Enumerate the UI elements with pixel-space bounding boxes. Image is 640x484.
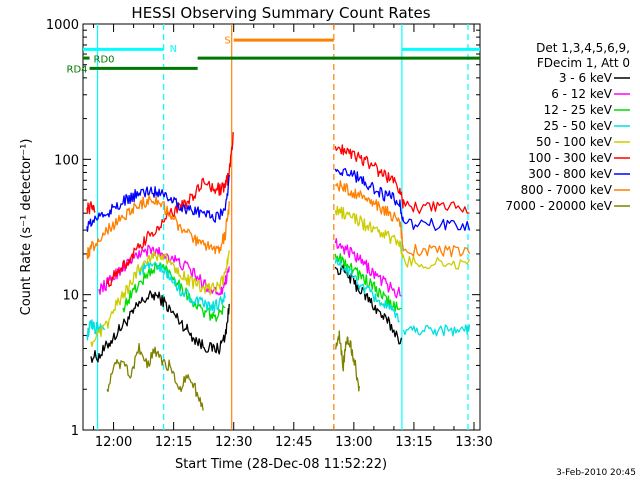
- y-tick-label: 1000: [46, 18, 79, 33]
- flag-label: RD0: [94, 54, 115, 65]
- flag-label: N: [170, 44, 177, 55]
- legend-label: 3 - 6 keV: [559, 71, 613, 85]
- legend-label: 800 - 7000 keV: [521, 183, 613, 197]
- y-tick-label: 1: [71, 424, 79, 439]
- series-line: [90, 250, 230, 348]
- series-line: [106, 132, 234, 288]
- x-axis-label: Start Time (28-Dec-08 11:52:22): [175, 457, 387, 472]
- x-tick-label: 12:45: [275, 435, 312, 450]
- flag-label: RD4: [67, 64, 88, 75]
- chart-title: HESSI Observing Summary Count Rates: [131, 4, 430, 22]
- flag-label: S: [224, 35, 230, 46]
- y-axis-label: Count Rate (s⁻¹ detector⁻¹): [19, 139, 34, 316]
- x-tick-label: 12:15: [155, 435, 192, 450]
- plot-frame: [82, 23, 481, 431]
- series-line: [90, 290, 230, 363]
- series-line: [334, 144, 470, 215]
- legend-label: 7000 - 20000 keV: [505, 199, 612, 213]
- y-tick-label: 10: [62, 289, 79, 304]
- legend-header: FDecim 1, Att 0: [537, 56, 630, 70]
- series-line: [86, 194, 230, 260]
- legend-label: 12 - 25 keV: [544, 103, 613, 117]
- legend-label: 300 - 800 keV: [528, 167, 612, 181]
- series-line: [106, 343, 204, 411]
- legend-label: 50 - 100 keV: [536, 135, 613, 149]
- series-line: [334, 167, 471, 231]
- x-tick-label: 12:30: [215, 435, 252, 450]
- series-line: [138, 261, 226, 313]
- x-tick-label: 13:30: [455, 435, 492, 450]
- x-tick-label: 13:15: [395, 435, 432, 450]
- series-line: [334, 330, 360, 392]
- series-line: [334, 205, 471, 270]
- series-line: [334, 257, 400, 323]
- series-line: [334, 180, 471, 258]
- x-tick-label: 13:00: [335, 435, 372, 450]
- series-line: [122, 261, 226, 322]
- y-tick-label: 100: [54, 153, 79, 168]
- series-line: [86, 174, 230, 232]
- legend-label: 25 - 50 keV: [544, 119, 613, 133]
- series-line: [334, 237, 402, 299]
- plot-area: [83, 24, 480, 430]
- legend-label: 100 - 300 keV: [528, 151, 612, 165]
- x-tick-label: 12:00: [95, 435, 132, 450]
- legend-label: 6 - 12 keV: [551, 87, 613, 101]
- date-stamp: 3-Feb-2010 20:45: [556, 468, 636, 478]
- series-line: [402, 324, 471, 337]
- legend-header: Det 1,3,4,5,6,9,: [536, 41, 630, 55]
- series-line: [86, 201, 96, 215]
